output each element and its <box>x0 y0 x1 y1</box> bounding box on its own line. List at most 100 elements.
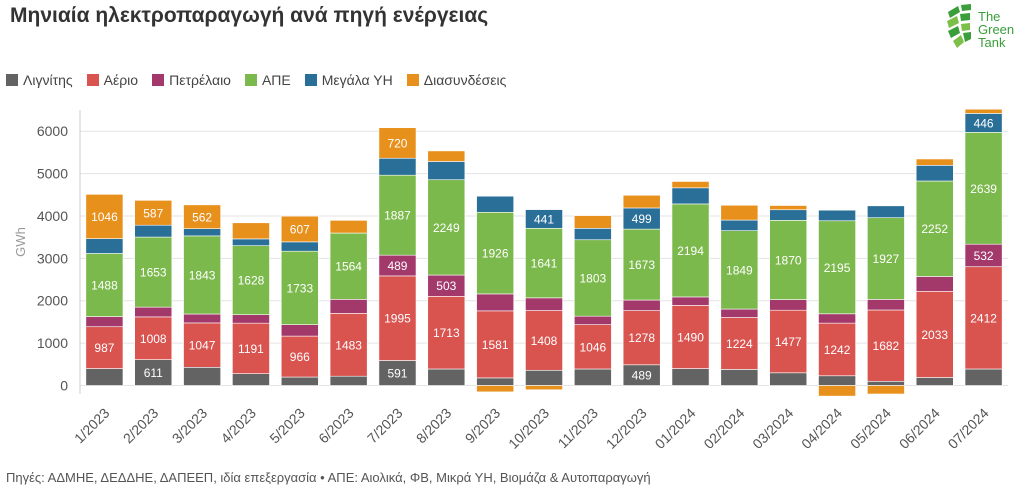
y-tick-label: 2000 <box>37 293 68 309</box>
legend-item-interconnections[interactable]: Διασυνδέσεις <box>406 72 507 88</box>
chart-legend: Λιγνίτης Αέριο Πετρέλαιο ΑΠΕ Μεγάλα ΥΗ Δ… <box>6 72 506 88</box>
legend-item-oil[interactable]: Πετρέλαιο <box>152 72 231 88</box>
x-tick-label: 9/2023 <box>462 405 504 447</box>
data-label: 987 <box>94 341 114 355</box>
data-label: 1849 <box>726 263 753 277</box>
data-label: 1008 <box>140 332 167 346</box>
bar-segment <box>329 299 368 314</box>
bar-segment <box>915 377 954 386</box>
bar-segment <box>573 228 612 241</box>
x-tick-label: 04/2024 <box>798 405 845 452</box>
bar-segment <box>867 385 905 395</box>
bar-segment <box>378 174 417 256</box>
bar-segment <box>769 209 808 221</box>
bar-segment <box>329 220 368 234</box>
legend-label-oil: Πετρέλαιο <box>169 72 231 88</box>
bar-segment <box>964 132 1003 245</box>
x-tick-label: 10/2023 <box>505 405 552 452</box>
x-tick-label: 05/2024 <box>847 405 894 452</box>
stacked-bar-chart: 0 1000 2000 3000 4000 5000 6000 GWh 987 1488 1046 1… <box>13 108 1008 452</box>
bar-segment <box>85 253 124 317</box>
bar-segment <box>427 161 466 181</box>
bar-segment <box>280 241 319 252</box>
bar-segment <box>525 385 563 391</box>
bar-segment <box>183 366 221 386</box>
bar-segment <box>573 324 612 370</box>
bar-segment <box>818 313 856 324</box>
data-label: 1733 <box>286 281 313 295</box>
bar-segment <box>427 296 466 370</box>
data-label: 446 <box>974 116 994 130</box>
x-tick-label: 6/2023 <box>315 405 357 447</box>
data-label: 1046 <box>91 210 118 224</box>
data-label: 1887 <box>384 209 411 223</box>
bar-segment <box>427 150 466 162</box>
bar-segment <box>476 211 515 295</box>
source-note: Πηγές: ΑΔΜΗΕ, ΔΕΔΔΗΕ, ΔΑΠΕΕΠ, ιδία επεξε… <box>6 470 651 485</box>
legend-swatch-large-hydro <box>304 74 317 86</box>
bar-segment <box>769 309 808 374</box>
data-label: 1713 <box>433 326 460 340</box>
bar-segment <box>525 228 563 299</box>
legend-item-res[interactable]: ΑΠΕ <box>244 72 291 88</box>
bar-segment <box>525 209 563 229</box>
y-tick-label: 4000 <box>37 208 68 224</box>
legend-item-large-hydro[interactable]: Μεγάλα ΥΗ <box>304 72 393 88</box>
data-label: 1278 <box>628 331 655 345</box>
data-label: 499 <box>632 212 652 226</box>
bar-segment <box>476 293 515 312</box>
data-label: 607 <box>290 223 310 237</box>
legend-label-interconnections: Διασυνδέσεις <box>423 72 507 88</box>
bar-segment <box>280 335 319 378</box>
x-tick-label: 8/2023 <box>413 405 455 447</box>
bar-segment <box>720 308 759 318</box>
data-label: 1641 <box>531 257 558 271</box>
bar-segment <box>573 368 612 386</box>
bar-segment <box>964 108 1003 114</box>
bar-segment <box>671 368 710 386</box>
chart-title: Μηνιαία ηλεκτροπαραγωγή ανά πηγή ενέργει… <box>10 4 489 27</box>
bar-segment <box>622 194 661 209</box>
bar-segment <box>85 316 124 328</box>
bar-segment <box>915 290 954 378</box>
legend-label-large-hydro: Μεγάλα ΥΗ <box>321 72 393 88</box>
data-label: 562 <box>192 210 212 224</box>
bar-segment <box>183 204 221 229</box>
bar-segment <box>280 250 319 325</box>
bar-segment <box>134 306 173 318</box>
bar-segment <box>769 220 808 300</box>
bar-segment <box>525 297 563 311</box>
data-label: 1242 <box>824 343 851 357</box>
y-tick-label: 0 <box>60 378 68 394</box>
bar-segment <box>329 313 368 377</box>
data-label: 1673 <box>628 258 655 272</box>
data-label: 2249 <box>433 221 460 235</box>
bar-segment <box>232 222 270 240</box>
data-label: 1926 <box>482 247 509 261</box>
bar-segment <box>671 187 710 205</box>
data-label: 1490 <box>677 330 704 344</box>
y-tick-label: 1000 <box>37 335 68 351</box>
bar-segment <box>134 316 173 360</box>
data-label: 503 <box>436 279 456 293</box>
y-axis-label: GWh <box>13 227 28 257</box>
legend-item-lignite[interactable]: Λιγνίτης <box>6 72 73 88</box>
bar-segment <box>964 266 1003 370</box>
data-label: 2412 <box>970 311 997 325</box>
data-label: 1408 <box>531 334 558 348</box>
legend-label-res: ΑΠΕ <box>261 72 291 88</box>
legend-item-gas[interactable]: Αέριο <box>86 72 138 88</box>
bar-segment <box>183 322 221 368</box>
logo-line-the: The <box>978 9 1001 24</box>
bar-segment <box>769 205 808 211</box>
bar-segment <box>867 309 905 382</box>
bar-segment <box>671 181 710 189</box>
bar-segment <box>720 204 759 221</box>
legend-swatch-res <box>244 74 257 86</box>
bar-segment <box>915 165 954 182</box>
data-label: 441 <box>534 212 554 226</box>
bar-segment <box>85 368 124 386</box>
x-tick-label: 1/2023 <box>71 405 113 447</box>
data-label: 720 <box>387 136 407 150</box>
data-label: 966 <box>290 350 310 364</box>
